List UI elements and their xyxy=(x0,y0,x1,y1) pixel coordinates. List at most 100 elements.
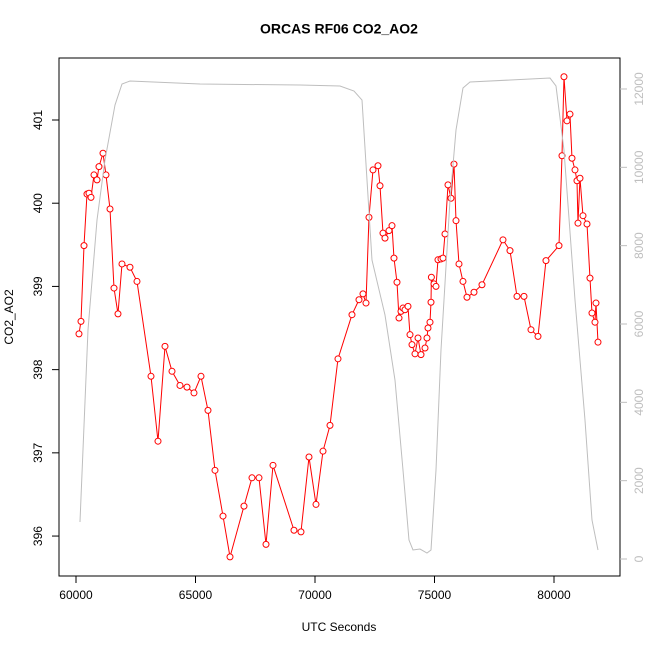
y2-tick-label: 6000 xyxy=(632,310,646,337)
plot-frame xyxy=(58,57,621,577)
data-point xyxy=(211,466,219,474)
data-point xyxy=(161,342,169,350)
data-point xyxy=(334,355,342,363)
data-point xyxy=(269,461,277,469)
data-point xyxy=(176,381,184,389)
y-tick-label: 400 xyxy=(31,193,45,213)
data-point xyxy=(455,260,463,268)
data-point xyxy=(478,281,486,289)
data-point xyxy=(154,437,162,445)
data-point xyxy=(588,309,596,317)
data-point xyxy=(427,273,435,281)
data-point xyxy=(592,299,600,307)
data-point xyxy=(459,277,467,285)
x-tick-label: 75000 xyxy=(418,588,452,602)
x-tick-label: 60000 xyxy=(59,588,93,602)
data-point xyxy=(568,154,576,162)
data-point xyxy=(388,222,396,230)
data-point xyxy=(262,540,270,548)
data-point xyxy=(290,526,298,534)
data-point xyxy=(87,193,95,201)
y-tick-label: 396 xyxy=(31,526,45,546)
data-point xyxy=(312,500,320,508)
data-point xyxy=(542,257,550,265)
chart-title: ORCAS RF06 CO2_AO2 xyxy=(260,21,418,37)
data-point xyxy=(520,292,528,300)
y2-tick-label: 8000 xyxy=(632,232,646,259)
data-point xyxy=(439,254,447,262)
data-point xyxy=(452,217,460,225)
data-point xyxy=(579,212,587,220)
y2-tick-label: 4000 xyxy=(632,389,646,416)
data-point xyxy=(374,162,382,170)
data-point xyxy=(406,331,414,339)
data-point xyxy=(395,314,403,322)
x-tick-label: 65000 xyxy=(179,588,213,602)
y-tick-label: 399 xyxy=(31,276,45,296)
data-point xyxy=(414,334,422,342)
data-point xyxy=(441,230,449,238)
data-point xyxy=(576,174,584,182)
data-point xyxy=(133,277,141,285)
data-point xyxy=(385,227,393,235)
y2-tick-label: 10000 xyxy=(632,150,646,184)
data-point xyxy=(248,474,256,482)
data-point xyxy=(348,311,356,319)
data-point xyxy=(114,310,122,318)
data-point xyxy=(93,176,101,184)
data-point xyxy=(319,447,327,455)
data-point xyxy=(591,318,599,326)
y-tick-label: 397 xyxy=(31,443,45,463)
data-point xyxy=(326,421,334,429)
data-point xyxy=(219,512,227,520)
data-point xyxy=(106,205,114,213)
data-point xyxy=(77,317,85,325)
data-point xyxy=(450,160,458,168)
data-point xyxy=(444,181,452,189)
y2-tick-label: 12000 xyxy=(632,72,646,106)
data-point xyxy=(381,234,389,242)
y-tick-label: 401 xyxy=(31,110,45,130)
y-tick-label: 398 xyxy=(31,359,45,379)
data-point xyxy=(586,274,594,282)
data-point xyxy=(513,292,521,300)
data-point xyxy=(80,242,88,250)
data-point xyxy=(99,149,107,157)
data-point xyxy=(427,298,435,306)
data-point xyxy=(560,73,568,81)
data-point xyxy=(90,171,98,179)
data-point xyxy=(255,474,263,482)
data-point xyxy=(571,166,579,174)
data-point xyxy=(563,117,571,125)
data-point xyxy=(558,152,566,160)
data-point xyxy=(417,351,425,359)
x-axis-label: UTC Seconds xyxy=(302,620,377,634)
data-point xyxy=(197,372,205,380)
data-point xyxy=(390,254,398,262)
data-point xyxy=(421,344,429,352)
data-point xyxy=(411,350,419,358)
data-point xyxy=(118,260,126,268)
data-point xyxy=(463,293,471,301)
data-point xyxy=(147,372,155,380)
data-point xyxy=(527,326,535,334)
data-point xyxy=(566,110,574,118)
x-tick-label: 70000 xyxy=(298,588,332,602)
data-point xyxy=(432,282,440,290)
data-point xyxy=(423,334,431,342)
data-point xyxy=(506,247,514,255)
data-point xyxy=(426,318,434,326)
data-point xyxy=(499,236,507,244)
data-point xyxy=(534,332,542,340)
data-point xyxy=(355,296,363,304)
data-point xyxy=(75,330,83,338)
data-point xyxy=(240,502,248,510)
data-point xyxy=(359,290,367,298)
data-point xyxy=(226,553,234,561)
data-point xyxy=(168,367,176,375)
data-point xyxy=(102,171,110,179)
data-point xyxy=(555,242,563,250)
y2-tick-label: 0 xyxy=(632,555,646,562)
data-point xyxy=(574,219,582,227)
data-point xyxy=(204,406,212,414)
